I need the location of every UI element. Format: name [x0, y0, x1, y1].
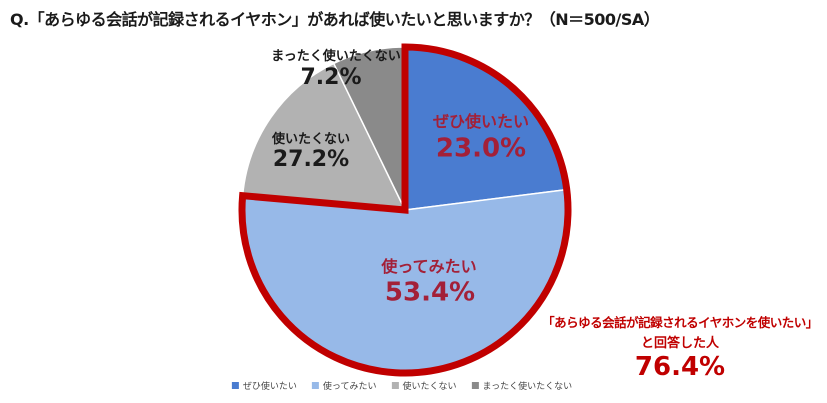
- highlight-annotation: 「あらゆる会話が記録されるイヤホンを使いたい」 と回答した人 76.4%: [536, 312, 824, 382]
- slice-label-tsukaitakunai: 使いたくない: [271, 131, 351, 147]
- legend-item-zehi-tsukaitai: ぜひ使いたい: [231, 379, 297, 392]
- chart-title: Q.「あらゆる会話が記録されるイヤホン」があれば使いたいと思いますか？（N＝50…: [10, 10, 660, 29]
- slice-percent-tsukaitakunai: 27.2%: [272, 146, 350, 172]
- legend-label: 使ってみたい: [322, 382, 377, 392]
- legend-item-tsukaitakunai: 使いたくない: [391, 379, 456, 392]
- highlight-outline: [238, 43, 572, 377]
- legend-color-swatch: [391, 382, 399, 389]
- legend-color-swatch: [231, 382, 239, 389]
- legend-color-swatch: [311, 382, 319, 389]
- slice-percent-tsukattemitai: 53.4%: [384, 277, 476, 308]
- highlight-annotation-line1: 「あらゆる会話が記録されるイヤホンを使いたい」: [542, 315, 818, 330]
- legend-label: まったく使いたくない: [482, 382, 573, 392]
- legend-label: 使いたくない: [402, 382, 457, 392]
- legend-label: ぜひ使いたい: [242, 382, 297, 392]
- slice-percent-zehi-tsukaitai: 23.0%: [435, 133, 527, 164]
- legend-color-swatch: [471, 382, 479, 389]
- legend-item-tsukattemitai: 使ってみたい: [311, 379, 377, 392]
- slice-label-zehi-tsukaitai: ぜひ使いたい: [432, 112, 530, 132]
- legend: ぜひ使いたい 使ってみたい 使いたくない まったく使いたくない: [231, 379, 572, 392]
- highlight-annotation-value: 76.4%: [634, 352, 726, 382]
- legend-item-mattaku-tsukaitakunai: まったく使いたくない: [471, 379, 572, 392]
- slice-label-tsukattemitai: 使ってみたい: [381, 257, 477, 277]
- slice-label-mattaku-tsukaitakunai: まったく使いたくない: [271, 48, 401, 64]
- slice-percent-mattaku-tsukaitakunai: 7.2%: [300, 64, 362, 90]
- highlight-annotation-line2: と回答した人: [640, 336, 719, 351]
- pie-svg: [238, 43, 572, 377]
- pie-slice-2: [241, 62, 407, 211]
